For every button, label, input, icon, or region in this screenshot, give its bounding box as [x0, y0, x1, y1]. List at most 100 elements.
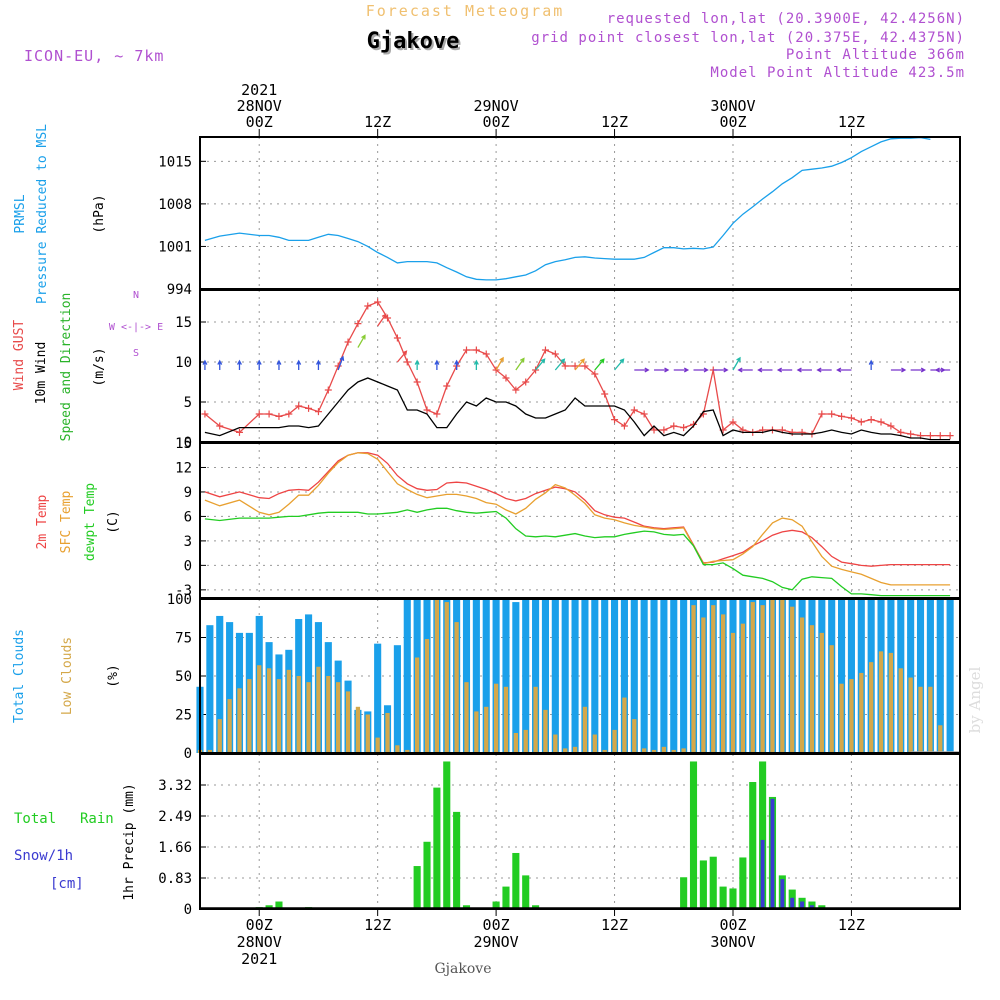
clouds-bar-low-clouds [316, 666, 321, 753]
gust-marker [275, 412, 283, 420]
clouds-bar-total-clouds [226, 622, 234, 753]
clouds-bar-low-clouds [523, 729, 528, 753]
wind-arrow [713, 367, 729, 373]
wind-arrow [693, 367, 709, 373]
wind-arrow [434, 359, 440, 370]
clouds-bar-total-clouds [561, 599, 569, 753]
clouds-bar-low-clouds [553, 734, 558, 753]
super-title: Forecast Meteogram [366, 2, 565, 20]
clouds-bar-low-clouds [336, 682, 341, 753]
clouds-bar-low-clouds [790, 606, 795, 753]
time-label-top: 00Z [719, 113, 746, 131]
clouds-bar-low-clouds [385, 712, 390, 753]
gust-marker [502, 374, 510, 382]
gust-marker [581, 362, 589, 370]
time-label-top: 29NOV [474, 97, 519, 115]
precip-bar-total-rain [818, 905, 826, 909]
panel-temperature: -3 0 3 6 9 12 15 [175, 436, 961, 599]
clouds-bar-total-clouds [680, 599, 688, 753]
gust-marker [472, 346, 480, 354]
clouds-bar-low-clouds [602, 749, 607, 753]
clouds-bar-low-clouds [296, 676, 301, 753]
clouds-bar-low-clouds [365, 714, 370, 753]
clouds-bar-total-clouds [581, 599, 589, 753]
precip-bar-total-rain [680, 877, 688, 909]
clouds-bar-low-clouds [809, 625, 815, 753]
time-label-bottom: 28NOV [237, 933, 282, 951]
wind-arrow [554, 358, 566, 371]
precip-bar-total-rain [462, 905, 471, 909]
wind-axis-labels: Wind GUST 10m Wind Speed and Direction (… [12, 290, 163, 441]
label-snow: Snow/1h [14, 848, 73, 864]
label-wind-gust: Wind GUST [12, 320, 27, 391]
wind-arrow [535, 358, 546, 371]
clouds-bar-low-clouds [484, 706, 489, 753]
wind-arrow [315, 359, 321, 370]
pressure-line-prmsl [204, 136, 931, 281]
precip-bar-total-rain [699, 860, 707, 909]
precip-bar-total-rain [512, 852, 520, 909]
gust-marker [403, 358, 411, 366]
gust-marker [551, 350, 559, 358]
y-tick-label: 6 [184, 509, 192, 525]
clouds-bar-total-clouds [502, 599, 510, 753]
y-tick-label: 25 [175, 708, 192, 724]
y-tick-label: 50 [175, 669, 192, 685]
clouds-bar-total-clouds [650, 599, 658, 753]
wind-arrow [634, 367, 650, 373]
clouds-bar-low-clouds [405, 749, 410, 753]
y-tick-label: 1.66 [158, 840, 192, 856]
footer-location: Gjakove [435, 961, 492, 977]
clouds-bar-low-clouds [671, 749, 676, 753]
gust-marker [482, 350, 490, 358]
clouds-bar-low-clouds [266, 668, 272, 753]
label-ms: (m/s) [92, 347, 107, 386]
time-label-bottom: 00Z [246, 916, 273, 934]
clouds-bar-low-clouds [592, 734, 597, 753]
clouds-bar-low-clouds [859, 672, 864, 753]
label-hpa: (hPa) [92, 194, 107, 233]
clouds-bar-low-clouds [888, 652, 894, 753]
temperature-line-sfc-temp [204, 452, 951, 586]
gust-marker [443, 382, 451, 390]
clouds-bar-low-clouds [434, 599, 440, 753]
y-tick-label: 75 [175, 631, 192, 647]
wind-arrow [594, 358, 605, 371]
wind-arrow [816, 367, 832, 373]
label-low-clouds: Low Clouds [60, 637, 75, 715]
temperature-axis-labels: 2m Temp SFC Temp dewpt Temp (C) [35, 483, 121, 561]
clouds-bar-low-clouds [582, 706, 588, 753]
label-total-clouds: Total Clouds [12, 629, 27, 723]
wind-arrow [276, 359, 282, 370]
gust-marker [255, 410, 263, 418]
gust-marker [946, 432, 954, 440]
wind-arrow [614, 358, 625, 371]
gust-marker [847, 414, 855, 422]
clouds-bar-low-clouds [819, 632, 824, 753]
y-tick-label: 0 [184, 902, 192, 918]
clouds-bar-low-clouds [533, 686, 538, 753]
y-tick-label: 10 [175, 355, 192, 371]
clouds-bar-low-clouds [770, 599, 775, 753]
gust-marker [798, 428, 806, 436]
y-tick-label: 100 [167, 592, 192, 608]
clouds-bar-total-clouds [551, 599, 559, 753]
clouds-bar-low-clouds [247, 679, 252, 753]
precip-bar-total-rain [413, 866, 421, 909]
wind-arrow [868, 359, 874, 370]
wind-arrow [454, 359, 460, 370]
wind-arrow [910, 367, 927, 373]
precip-bar-snow-1h [780, 879, 785, 909]
clouds-bar-total-clouds [216, 615, 224, 753]
gust-marker [857, 418, 865, 426]
y-tick-label: 15 [175, 315, 192, 331]
clouds-bar-low-clouds [869, 662, 874, 753]
clouds-bar-low-clouds [375, 737, 380, 753]
gust-marker [838, 412, 846, 420]
gust-marker [867, 416, 875, 424]
y-tick-label: 1001 [158, 239, 192, 255]
clouds-bar-low-clouds [829, 645, 834, 753]
gust-marker [285, 410, 293, 418]
wind-arrow [236, 359, 242, 370]
compass-we: W <-|-> E [109, 322, 163, 333]
